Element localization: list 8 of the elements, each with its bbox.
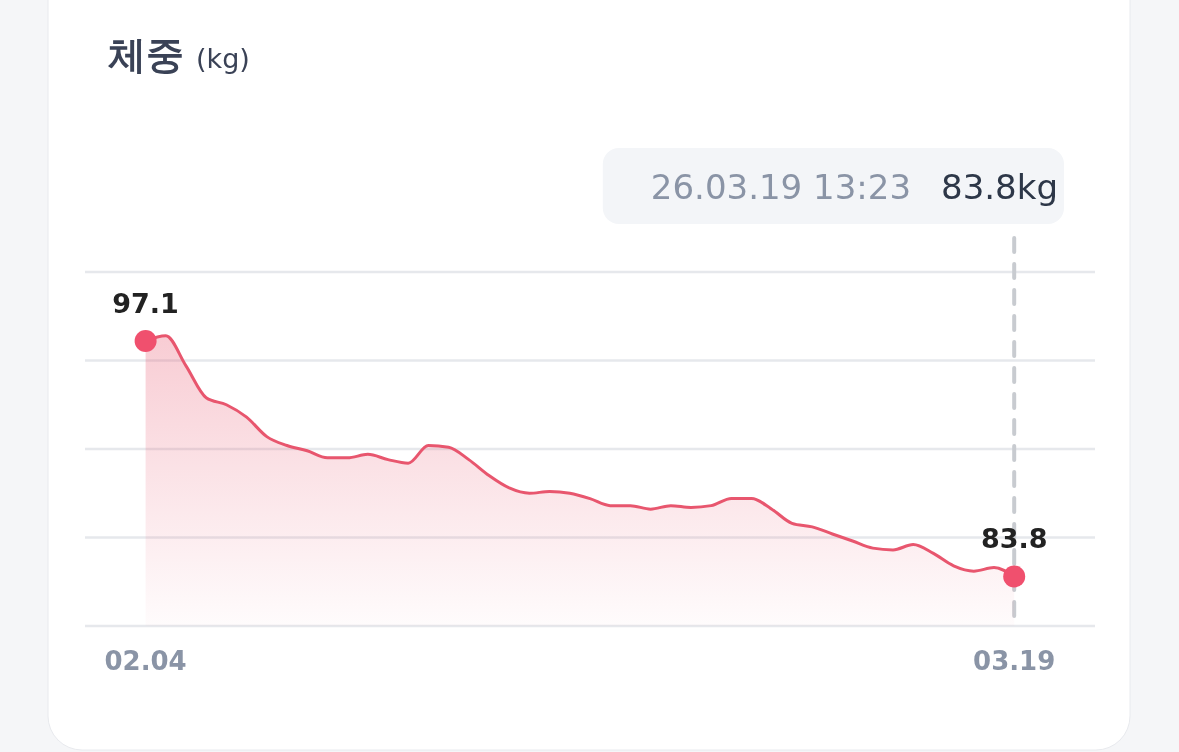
x-tick-label: 03.19 <box>973 646 1056 676</box>
text: 83.8kg <box>941 167 1058 207</box>
text: 26.03.19 13:23 <box>650 167 912 207</box>
chart-subtitle: (kg) <box>196 43 250 74</box>
data-label: 97.1 <box>112 288 179 320</box>
chart-title: 체중 <box>108 33 184 77</box>
data-label: 83.8 <box>980 523 1048 555</box>
x-tick-label: 02.04 <box>104 646 187 676</box>
